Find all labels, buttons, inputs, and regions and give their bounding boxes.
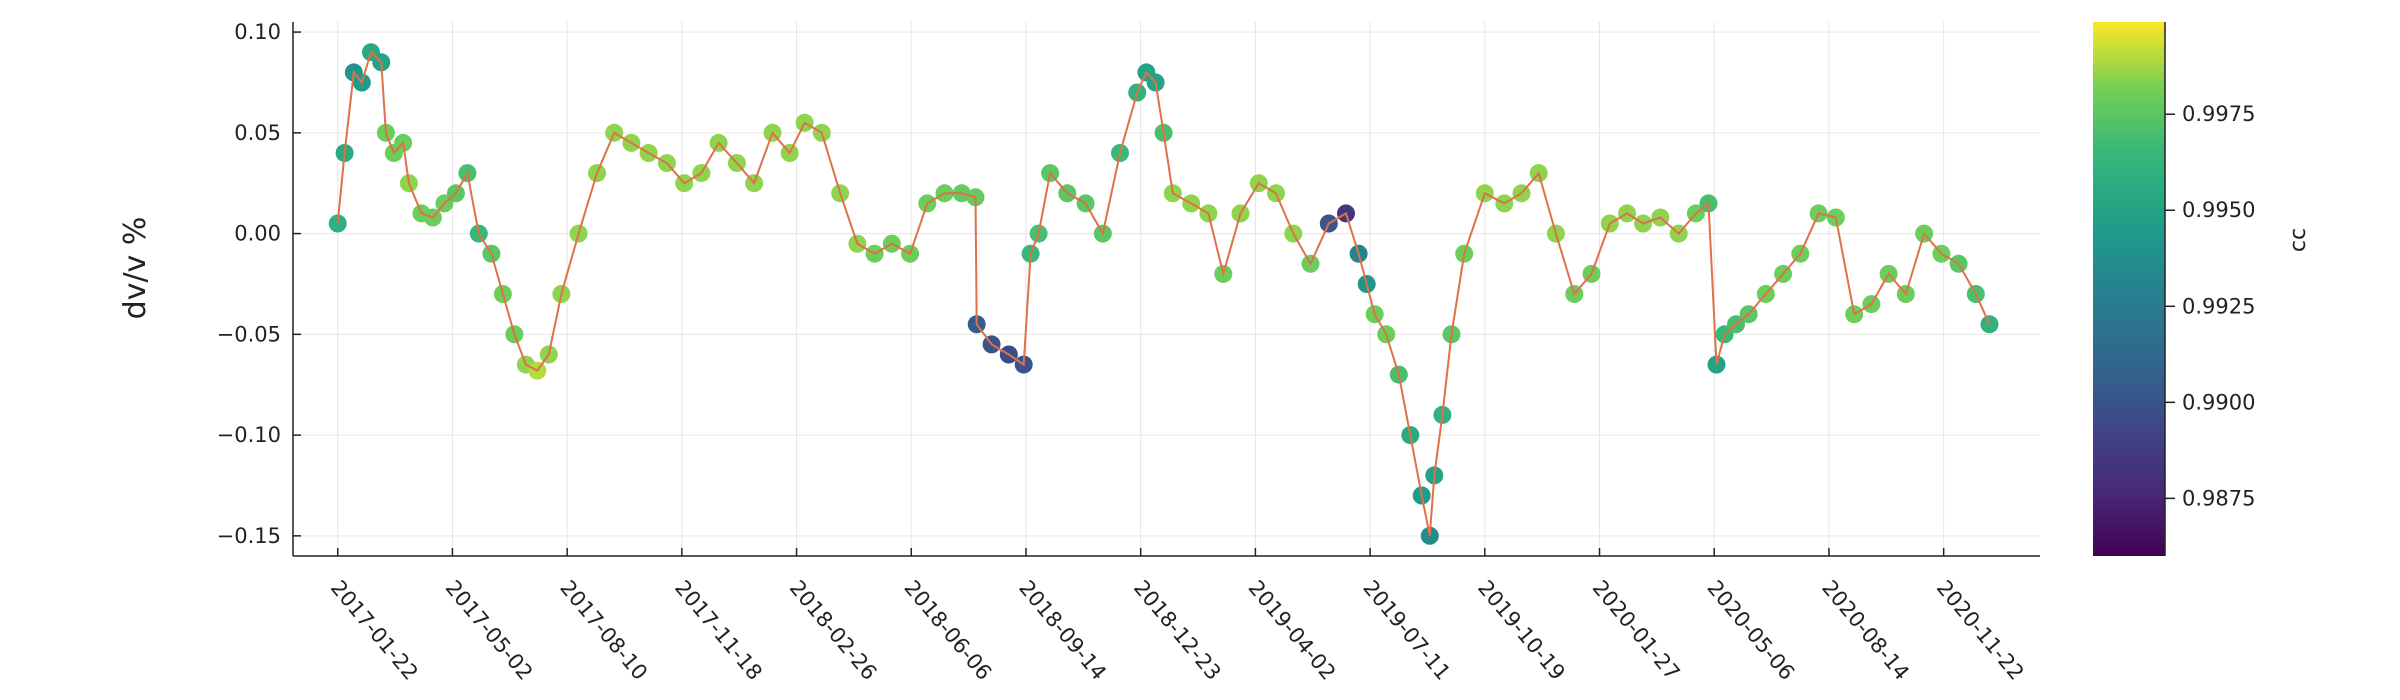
- grid: [293, 22, 2040, 556]
- colorbar-tick-label: 0.9875: [2182, 486, 2255, 510]
- colorbar-label: cc: [2286, 228, 2311, 252]
- x-tick-labels: 2017-01-22 2017-05-02 2017-08-10 2017-11-18…: [326, 576, 2029, 685]
- x-tick-label: 2018-02-26: [785, 576, 882, 685]
- colorbar-tick-label: 0.9950: [2182, 198, 2255, 222]
- x-tick-label: 2020-01-27: [1588, 576, 1685, 685]
- x-tick-label: 2020-11-22: [1932, 576, 2029, 685]
- x-tick-label: 2017-01-22: [326, 576, 423, 685]
- y-tick-label: 0.00: [234, 222, 281, 246]
- colorbar: 0.9875 0.9900 0.9925 0.9950 0.9975 cc: [2093, 22, 2311, 556]
- y-axis-label: dv/v %: [118, 217, 153, 320]
- axes: [292, 22, 2040, 557]
- x-tick-label: 2018-09-14: [1014, 576, 1111, 685]
- colorbar-gradient: [2093, 22, 2165, 556]
- x-tick-label: 2019-10-19: [1473, 576, 1570, 685]
- y-tick-label: −0.15: [217, 524, 281, 548]
- colorbar-tick-label: 0.9925: [2182, 294, 2255, 318]
- plot-area: [328, 43, 1999, 545]
- x-tick-label: 2018-12-23: [1129, 576, 1226, 685]
- series-line: [336, 50, 1991, 536]
- y-tick-label: −0.05: [217, 322, 281, 346]
- x-tick-label: 2020-08-14: [1817, 576, 1914, 685]
- colorbar-tick-label: 0.9900: [2182, 390, 2255, 414]
- y-tick-label: 0.10: [234, 20, 281, 44]
- x-tick-label: 2017-05-02: [441, 576, 538, 685]
- y-tick-labels: 0.10 0.05 0.00 −0.05 −0.10 −0.15: [217, 20, 281, 548]
- x-tick-label: 2017-11-18: [670, 576, 767, 685]
- x-tick-label: 2017-08-10: [555, 576, 652, 685]
- y-tick-label: 0.05: [234, 121, 281, 145]
- x-tick-label: 2020-05-06: [1702, 576, 1799, 685]
- y-tick-label: −0.10: [217, 423, 281, 447]
- x-tick-label: 2018-06-06: [899, 576, 996, 685]
- colorbar-tick-label: 0.9975: [2182, 102, 2255, 126]
- x-tick-label: 2019-07-11: [1358, 576, 1455, 685]
- data-points: [328, 43, 1999, 545]
- colorbar-ticks: 0.9875 0.9900 0.9925 0.9950 0.9975: [2165, 102, 2255, 510]
- x-tick-label: 2019-04-02: [1244, 576, 1341, 685]
